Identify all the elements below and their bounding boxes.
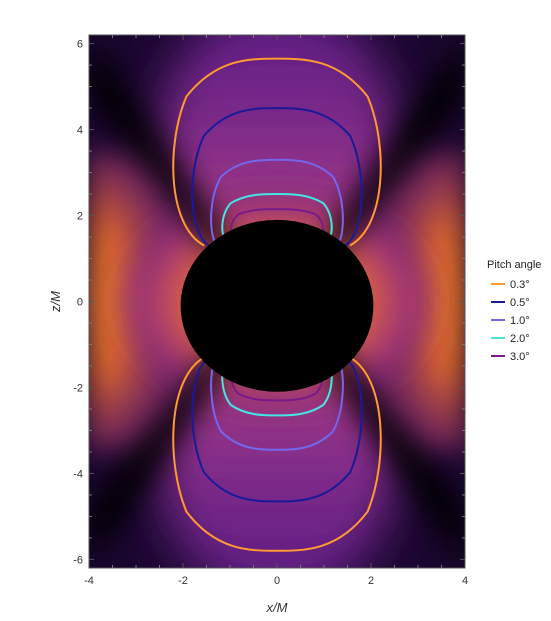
legend-label: 1.0°	[510, 315, 530, 327]
legend-label: 3.0°	[510, 351, 530, 363]
heatmap-dark-lane-1	[324, 35, 465, 263]
contour-bottom-2	[210, 358, 344, 451]
contour-bottom-1	[191, 356, 363, 503]
contour-bottom-3	[221, 363, 333, 417]
legend-entries: 0.3° 0.5° 1.0° 2.0° 3.0°	[491, 279, 530, 363]
y-tick-label: -2	[73, 382, 83, 394]
contour-top-2	[210, 158, 344, 245]
x-tick-label: 2	[368, 575, 374, 587]
y-axis-label: z/M	[48, 291, 63, 313]
y-tick-label: -6	[73, 554, 83, 566]
y-axis-ticks: -6 -4 -2 0 2 4 6	[73, 39, 465, 566]
y-tick-label: 0	[77, 297, 83, 309]
x-tick-label: 0	[274, 575, 280, 587]
legend-label: 0.3°	[510, 279, 530, 291]
legend-title: Pitch angle	[487, 259, 541, 271]
contour-top-0	[172, 57, 382, 247]
legend: Pitch angle 0.3° 0.5° 1.0° 2.0° 3.0°	[487, 259, 541, 363]
contour-top-4	[230, 208, 324, 236]
contour-top-1	[191, 107, 363, 247]
x-axis-label: x/M	[266, 600, 288, 615]
heatmap-dark-lane-2	[89, 340, 230, 568]
legend-label: 0.5°	[510, 297, 530, 309]
heatmap-dark-lane-0	[89, 35, 230, 263]
y-tick-label: -4	[73, 468, 83, 480]
y-tick-label: 2	[77, 211, 83, 223]
contour-bottom-4	[230, 367, 324, 402]
x-tick-label: -2	[178, 575, 188, 587]
x-tick-label: 4	[462, 575, 468, 587]
legend-label: 2.0°	[510, 333, 530, 345]
contour-bottom-0	[172, 356, 382, 552]
y-tick-label: 4	[77, 125, 83, 137]
x-tick-label: -4	[84, 575, 94, 587]
contour-lines	[172, 57, 382, 552]
y-tick-label: 6	[77, 39, 83, 51]
black-hole-shadow	[180, 219, 374, 392]
x-axis-ticks: -4 -2 0 2 4	[84, 35, 468, 587]
contour-top-3	[221, 192, 333, 240]
heatmap-dark-lane-3	[324, 340, 465, 568]
plot-area	[89, 35, 465, 568]
